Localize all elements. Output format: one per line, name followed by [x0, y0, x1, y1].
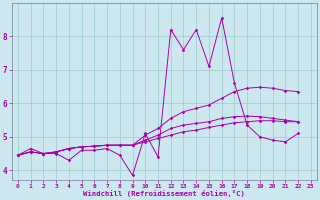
X-axis label: Windchill (Refroidissement éolien,°C): Windchill (Refroidissement éolien,°C)	[84, 190, 245, 197]
